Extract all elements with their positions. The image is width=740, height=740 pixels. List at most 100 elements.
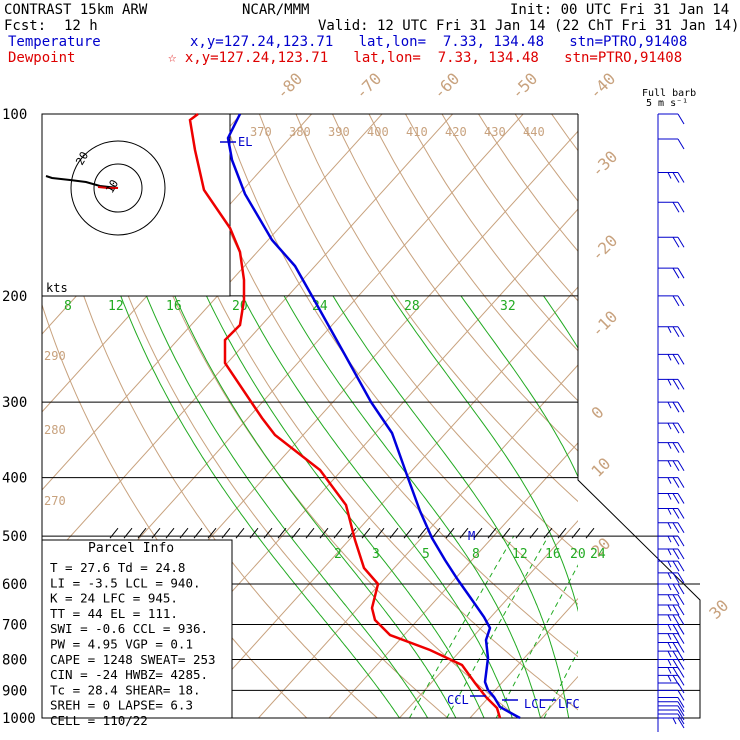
- hatch-mark: [501, 527, 511, 539]
- moist-adiabat-line: [390, 295, 578, 613]
- wind-barb: [657, 535, 685, 551]
- wind-barb: [657, 623, 685, 639]
- wind-barb: [657, 378, 685, 394]
- temperature-legend-label: Temperature: [8, 34, 101, 50]
- dewpoint-legend-label: Dewpoint: [8, 50, 76, 66]
- wind-barb: [657, 201, 685, 217]
- hodograph-trace: [45, 175, 119, 189]
- pressure-tick-label: 600: [2, 577, 27, 593]
- pressure-tick-label: 900: [2, 683, 27, 699]
- theta-label: 280: [44, 423, 66, 437]
- hatch-mark: [109, 527, 119, 539]
- wind-barb: [657, 604, 685, 619]
- valid-time: Valid: 12 UTC Fri 31 Jan 14 (22 ChT Fri …: [318, 18, 740, 34]
- theta-label: 440: [523, 125, 545, 139]
- isotherm-label: -60: [429, 69, 463, 103]
- hodograph-storm-motion: [97, 186, 118, 189]
- hatch-mark: [263, 527, 273, 539]
- level-marker-label: LFC: [558, 697, 580, 711]
- theta-label: 270: [44, 494, 66, 508]
- isotherm-line: [42, 114, 383, 491]
- mixing-ratio-line: [495, 564, 578, 718]
- moist-adiabat-line: [283, 295, 541, 718]
- moist-adiabat-label: 12: [108, 299, 124, 314]
- parcel-info-row: LI = -3.5 LCL = 940.: [50, 575, 201, 590]
- isotherm-line: [540, 675, 578, 718]
- pressure-tick-label: 1000: [2, 711, 36, 727]
- mixing-ratio-label: 20: [570, 547, 586, 562]
- moist-adiabat-label: 16: [166, 299, 182, 314]
- parcel-info-row: T = 27.6 Td = 24.8: [50, 560, 185, 575]
- dry-adiabat-line: [698, 114, 740, 718]
- dry-adiabat-line: [661, 114, 740, 718]
- isotherm-label: 0: [587, 403, 607, 423]
- wind-barb: [657, 614, 685, 629]
- isotherm-line: [399, 520, 578, 718]
- isotherm-label: -70: [351, 69, 385, 103]
- hatch-mark: [123, 527, 133, 539]
- wind-barb: [657, 236, 685, 252]
- dry-adiabat-line: [734, 114, 740, 718]
- parcel-info-row: Tc = 28.4 SHEAR= 18.: [50, 682, 201, 697]
- isotherm-label: -80: [272, 69, 306, 103]
- pressure-tick-label: 500: [2, 529, 27, 545]
- wind-barb: [657, 477, 685, 492]
- wind-barb: [657, 422, 685, 438]
- dry-adiabat-line: [185, 114, 578, 658]
- hatch-mark: [459, 527, 469, 539]
- dry-adiabat-line: [368, 114, 578, 402]
- dry-adiabat-line: [441, 114, 578, 302]
- wind-barb: [657, 138, 685, 154]
- wind-barb: [657, 172, 685, 187]
- mixing-ratio-label: 16: [545, 547, 561, 562]
- theta-label: 410: [406, 125, 428, 139]
- mixing-ratio-label: 24: [590, 547, 606, 562]
- hatch-mark: [487, 527, 497, 539]
- dry-adiabat-line: [149, 114, 578, 711]
- model-title: CONTRAST 15km ARW: [4, 2, 148, 18]
- temperature-location: x,y=127.24,123.71 lat,lon= 7.33, 134.48 …: [190, 34, 688, 50]
- dry-adiabat-line: [112, 114, 519, 718]
- isotherm-label: -10: [587, 307, 621, 341]
- isotherm-line: [187, 286, 578, 718]
- pressure-tick-label: 800: [2, 652, 27, 668]
- parcel-info-box: [41, 539, 233, 719]
- dry-adiabat-line: [514, 114, 578, 202]
- hatch-mark: [585, 527, 595, 539]
- theta-label: 370: [250, 125, 272, 139]
- init-time: Init: 00 UTC Fri 31 Jan 14: [510, 2, 730, 18]
- wind-barb: [657, 267, 685, 283]
- fcst-value: 12 h: [64, 18, 98, 34]
- mixing-ratio-label: 5: [422, 547, 430, 562]
- parcel-info-row: CAPE = 1248 SWEAT= 253: [50, 652, 216, 667]
- level-marker-label: M: [468, 529, 475, 543]
- hatch-mark: [207, 527, 217, 539]
- hatch-mark: [557, 527, 567, 539]
- isotherm-label: 10: [587, 454, 614, 481]
- wind-barb: [657, 548, 685, 563]
- mixing-ratio-label: 3: [372, 547, 380, 562]
- moist-adiabat-line: [460, 295, 578, 478]
- wind-barb: [657, 583, 685, 599]
- parcel-info-row: PW = 4.95 VGP = 0.1: [50, 637, 193, 652]
- wind-barb: [657, 642, 685, 657]
- wind-barb: [657, 460, 685, 475]
- dry-adiabat-line: [405, 114, 578, 352]
- isotherm-line: [682, 114, 740, 718]
- wind-barb: [657, 508, 685, 523]
- pressure-tick-label: 400: [2, 471, 27, 487]
- fcst-label: Fcst:: [4, 18, 47, 34]
- moist-adiabat-label: 32: [500, 299, 516, 314]
- pressure-tick-label: 200: [2, 289, 27, 305]
- org-label: NCAR/MMM: [242, 2, 310, 18]
- barb-unit-label: 5 m s⁻¹: [646, 98, 688, 109]
- dry-adiabat-line: [478, 114, 578, 252]
- isotherm-line: [258, 364, 578, 718]
- theta-label: 290: [44, 349, 66, 363]
- parcel-info-row: SREH = 0 LAPSE= 6.3: [50, 698, 193, 713]
- hodograph-unit-label: kts: [46, 281, 68, 295]
- hatch-mark: [431, 527, 441, 539]
- hatch-mark: [403, 527, 413, 539]
- dry-adiabat-line: [332, 114, 578, 452]
